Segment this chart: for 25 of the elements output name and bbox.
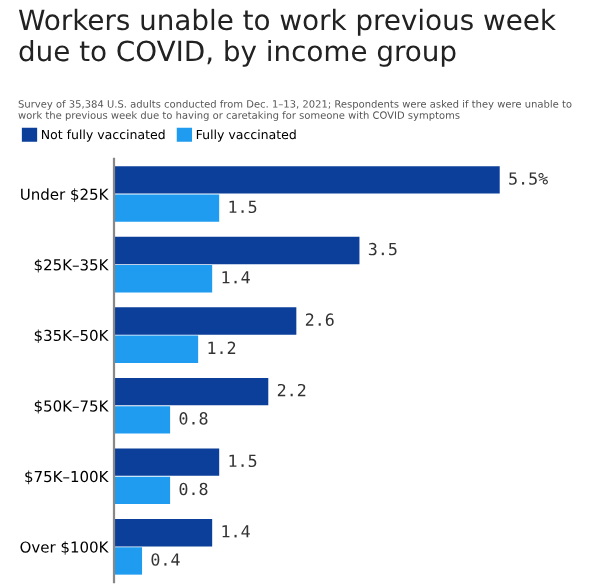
data-label: 2.2 [277, 383, 306, 397]
bar [114, 377, 269, 406]
data-label: 5.5% [509, 172, 548, 185]
bar [114, 194, 220, 222]
data-label: 2.6 [305, 313, 334, 326]
bar [114, 519, 213, 547]
data-label: 0.8 [179, 482, 208, 496]
bar [114, 406, 171, 434]
data-label: 1.4 [222, 271, 250, 284]
bar [114, 265, 213, 293]
bar [114, 476, 171, 505]
bar [114, 335, 199, 363]
data-label: 1.4 [222, 525, 250, 538]
bar [114, 547, 143, 575]
data-label: 1.5 [229, 454, 257, 468]
data-label: 1.2 [208, 341, 236, 354]
data-label: 0.4 [151, 553, 180, 566]
data-label: 3.5 [368, 242, 397, 256]
data-label: 0.8 [179, 412, 208, 425]
bar [114, 236, 360, 265]
chart-title: Workers unable to work previous week due to COVID, by income group [18, 8, 556, 67]
bar [114, 448, 220, 476]
bar [114, 307, 297, 335]
data-label: 1.5 [229, 200, 257, 214]
bar [114, 166, 500, 194]
